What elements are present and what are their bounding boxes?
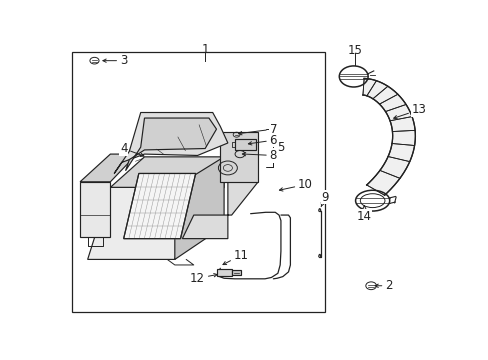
Polygon shape — [220, 132, 258, 182]
Polygon shape — [80, 154, 137, 182]
Polygon shape — [80, 182, 110, 237]
Text: 10: 10 — [279, 178, 312, 191]
Polygon shape — [175, 157, 224, 260]
Text: 6: 6 — [248, 134, 277, 147]
Polygon shape — [110, 157, 224, 187]
Polygon shape — [231, 270, 241, 275]
Bar — [72, 51, 324, 312]
Text: 15: 15 — [346, 44, 362, 57]
Polygon shape — [175, 157, 224, 260]
Text: 2: 2 — [374, 279, 392, 292]
Text: 12: 12 — [190, 272, 217, 285]
Text: 1: 1 — [201, 43, 208, 56]
Text: 13: 13 — [393, 103, 426, 119]
Text: 3: 3 — [102, 54, 127, 67]
Text: 4: 4 — [120, 142, 143, 157]
Text: 14: 14 — [356, 206, 371, 223]
Text: 11: 11 — [223, 249, 248, 265]
Polygon shape — [216, 269, 231, 276]
Text: 7: 7 — [238, 123, 277, 136]
Polygon shape — [87, 187, 193, 260]
Polygon shape — [114, 112, 227, 174]
Polygon shape — [125, 118, 216, 171]
Polygon shape — [235, 139, 256, 150]
Text: 5: 5 — [277, 141, 284, 154]
Text: 8: 8 — [242, 149, 276, 162]
Polygon shape — [362, 78, 414, 195]
Polygon shape — [123, 174, 195, 239]
Text: 9: 9 — [321, 190, 328, 207]
Polygon shape — [182, 157, 258, 239]
